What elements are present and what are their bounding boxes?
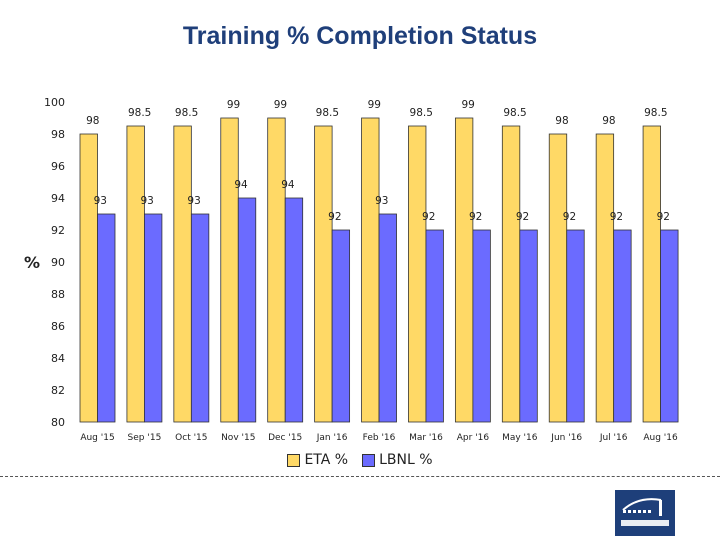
legend-label-lbnl: LBNL % [379,452,433,468]
data-label-eta: 98.5 [410,107,433,119]
x-category-label: Jan '16 [316,433,348,443]
data-label-lbnl: 92 [610,211,623,223]
bar-lbnl [660,229,679,423]
y-tick-label: 86 [51,320,65,333]
legend-label-eta: ETA % [304,452,349,468]
bar-eta [267,117,286,423]
bar-lbnl [425,229,444,423]
legend-item-lbnl: LBNL % [362,452,433,468]
bar-lbnl [284,197,304,423]
bar-eta [220,117,239,423]
data-label-eta: 98 [602,115,615,127]
data-label-lbnl: 93 [187,195,200,207]
bar-lbnl [331,229,351,423]
legend-swatch-eta [287,453,301,467]
x-category-label: Mar '16 [409,433,443,443]
x-category-label: Sep '15 [128,433,162,443]
x-category-label: Jun '16 [550,433,582,443]
data-label-lbnl: 94 [281,179,295,191]
data-label-lbnl: 92 [516,211,529,223]
data-label-lbnl: 93 [94,195,107,207]
y-axis-label: % [24,253,40,272]
bar-lbnl [144,213,163,423]
legend-item-eta: ETA % [287,452,348,468]
bar-lbnl [472,229,491,423]
y-tick-label: 94 [51,192,65,205]
data-label-lbnl: 94 [234,179,248,191]
y-tick-label: 92 [51,224,65,237]
data-label-lbnl: 93 [140,195,153,207]
y-tick-label: 84 [51,352,65,365]
x-category-label: Aug '16 [643,433,678,443]
x-category-label: Oct '15 [175,433,207,443]
bar-lbnl [190,213,210,423]
bar-eta [173,125,192,423]
y-tick-label: 80 [51,416,65,429]
y-tick-label: 88 [51,288,65,301]
data-label-lbnl: 92 [328,211,341,223]
footer-divider [0,476,720,477]
bar-lbnl [566,229,585,423]
berkeley-lab-logo [615,490,675,536]
y-tick-label: 100 [44,96,65,109]
bar-chart: 80 82 84 86 88 90 92 94 96 98 100% 98 93 Aug '15 98.5 9… [24,96,679,443]
data-label-lbnl: 92 [422,211,435,223]
data-label-eta: 99 [227,99,240,111]
x-category-label: Jul '16 [599,433,628,443]
bar-eta [454,117,474,423]
x-category-label: Apr '16 [457,433,490,443]
bar-eta [595,133,615,423]
bar-eta [548,133,568,423]
data-label-eta: 98.5 [175,107,198,119]
data-label-eta: 98.5 [503,107,526,119]
bar-eta [642,125,661,423]
x-category-label: Nov '15 [221,433,255,443]
x-category-label: Feb '16 [363,433,396,443]
data-label-eta: 98.5 [644,107,667,119]
data-label-lbnl: 92 [563,211,576,223]
chart-title: Training % Completion Status [182,22,538,50]
data-label-lbnl: 92 [469,211,482,223]
bar-lbnl [613,229,632,423]
x-category-label: Dec '15 [268,433,302,443]
y-tick-label: 90 [51,256,65,269]
data-label-eta: 98.5 [316,107,339,119]
legend: ETA % LBNL % [0,452,720,468]
data-label-eta: 99 [368,99,381,111]
y-tick-label: 98 [51,128,65,141]
data-label-eta: 99 [274,99,287,111]
bar-lbnl [97,213,116,423]
y-tick-label: 96 [51,160,65,173]
data-label-eta: 98.5 [128,107,151,119]
bar-eta [501,125,521,423]
berkeley-lab-logo-icon [621,498,669,526]
bar-eta [126,125,145,423]
x-category-label: Aug '15 [80,433,114,443]
data-label-lbnl: 92 [657,211,670,223]
bar-eta [361,117,380,423]
bar-lbnl [519,229,538,423]
data-label-lbnl: 93 [375,195,388,207]
bar-lbnl [378,213,397,423]
legend-swatch-lbnl [362,453,376,467]
data-label-eta: 99 [461,99,474,111]
bar-eta [314,125,333,423]
bar-eta [408,125,427,423]
data-label-eta: 98 [555,115,568,127]
bar-eta [79,133,98,423]
data-label-eta: 98 [86,115,99,127]
y-tick-label: 82 [51,384,65,397]
x-category-label: May '16 [502,433,538,443]
bar-lbnl [237,197,257,423]
